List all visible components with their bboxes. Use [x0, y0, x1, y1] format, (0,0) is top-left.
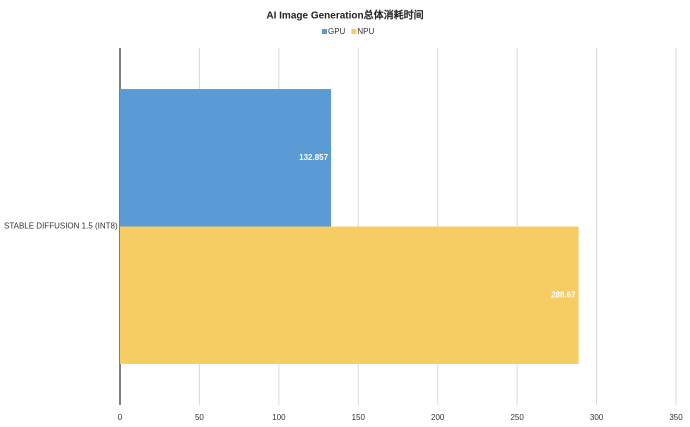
y-tick-label: STABLE DIFFUSION 1.5 (INT8) — [4, 222, 118, 231]
x-tick-label: 200 — [431, 413, 445, 422]
legend-label: GPU — [328, 27, 346, 36]
x-tick-label: 150 — [352, 413, 366, 422]
bar — [120, 226, 579, 364]
x-tick-label: 350 — [669, 413, 683, 422]
legend-label: NPU — [357, 27, 374, 36]
x-tick-label: 0 — [118, 413, 123, 422]
legend-swatch — [322, 29, 327, 34]
x-tick-label: 250 — [510, 413, 524, 422]
x-tick-label: 300 — [590, 413, 604, 422]
legend-swatch — [351, 29, 357, 34]
value-label: 288.67 — [551, 290, 576, 299]
value-label: 132.857 — [299, 153, 328, 162]
bar — [120, 89, 332, 227]
chart-title: AI Image Generation总体消耗时间 — [266, 9, 423, 22]
x-tick-label: 50 — [195, 413, 204, 422]
x-tick-label: 100 — [272, 413, 286, 422]
